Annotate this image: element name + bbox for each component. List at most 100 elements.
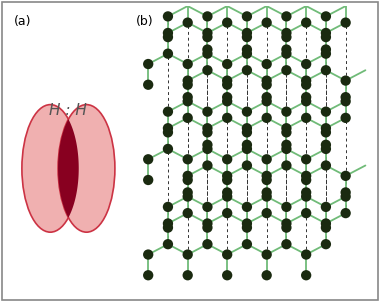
Point — [224, 115, 230, 120]
Point — [204, 146, 211, 151]
Point — [165, 242, 171, 247]
Point — [204, 31, 211, 35]
Point — [323, 225, 329, 230]
Point — [224, 178, 230, 182]
Point — [283, 146, 290, 151]
Point — [244, 221, 250, 226]
Point — [185, 95, 191, 100]
Point — [224, 211, 230, 216]
Point — [244, 35, 250, 40]
Point — [224, 62, 230, 66]
Point — [303, 62, 309, 66]
Point — [145, 273, 151, 278]
Point — [323, 146, 329, 151]
Point — [264, 62, 270, 66]
Polygon shape — [58, 119, 79, 218]
Point — [303, 82, 309, 87]
Point — [185, 82, 191, 87]
Point — [224, 99, 230, 104]
Point — [244, 163, 250, 168]
Point — [244, 109, 250, 114]
Point — [264, 95, 270, 100]
Point — [323, 126, 329, 131]
Point — [145, 157, 151, 162]
Point — [264, 190, 270, 195]
Point — [343, 194, 349, 199]
Point — [264, 173, 270, 178]
Point — [264, 252, 270, 257]
Point — [283, 51, 290, 56]
Point — [303, 252, 309, 257]
Point — [343, 20, 349, 25]
Point — [204, 142, 211, 147]
Circle shape — [58, 104, 115, 232]
Point — [165, 51, 171, 56]
Point — [204, 204, 211, 209]
Point — [145, 82, 151, 87]
Point — [264, 157, 270, 162]
Point — [224, 20, 230, 25]
Point — [185, 194, 191, 199]
Text: (a): (a) — [14, 15, 32, 28]
Point — [204, 35, 211, 40]
Point — [204, 221, 211, 226]
Point — [165, 225, 171, 230]
Point — [323, 242, 329, 247]
Point — [165, 109, 171, 114]
Point — [264, 211, 270, 216]
Point — [224, 95, 230, 100]
Point — [224, 157, 230, 162]
Point — [185, 20, 191, 25]
Point — [224, 252, 230, 257]
Point — [165, 221, 171, 226]
Point — [244, 204, 250, 209]
Point — [303, 190, 309, 195]
Point — [204, 130, 211, 135]
Point — [185, 115, 191, 120]
Point — [185, 99, 191, 104]
Point — [343, 173, 349, 178]
Point — [165, 130, 171, 135]
Point — [244, 31, 250, 35]
Point — [244, 14, 250, 19]
Point — [283, 242, 290, 247]
Point — [165, 126, 171, 131]
Point — [244, 130, 250, 135]
Point — [204, 109, 211, 114]
Point — [204, 242, 211, 247]
Point — [303, 115, 309, 120]
Point — [264, 99, 270, 104]
Point — [283, 204, 290, 209]
Text: H : H: H : H — [49, 103, 87, 118]
Point — [303, 157, 309, 162]
Point — [323, 204, 329, 209]
Point — [283, 130, 290, 135]
Point — [224, 78, 230, 83]
Point — [323, 163, 329, 168]
Circle shape — [22, 104, 79, 232]
Point — [224, 194, 230, 199]
Point — [264, 78, 270, 83]
Point — [283, 221, 290, 226]
Point — [145, 62, 151, 66]
Point — [283, 109, 290, 114]
Point — [185, 273, 191, 278]
Point — [185, 211, 191, 216]
Point — [244, 242, 250, 247]
Point — [323, 31, 329, 35]
Point — [244, 68, 250, 73]
Point — [244, 47, 250, 52]
Point — [303, 78, 309, 83]
Point — [343, 95, 349, 100]
Point — [323, 47, 329, 52]
Point — [264, 115, 270, 120]
Point — [165, 35, 171, 40]
Point — [283, 14, 290, 19]
Point — [244, 146, 250, 151]
Point — [303, 194, 309, 199]
Point — [165, 31, 171, 35]
Text: (b): (b) — [135, 15, 153, 28]
Point — [185, 190, 191, 195]
Point — [343, 115, 349, 120]
Point — [204, 51, 211, 56]
